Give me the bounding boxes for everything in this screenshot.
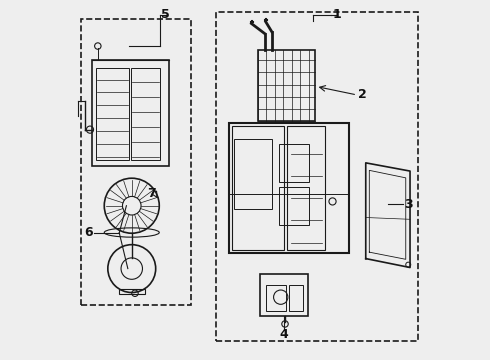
Bar bbox=[96, 68, 129, 160]
Text: 6: 6 bbox=[84, 226, 93, 239]
Text: 1: 1 bbox=[333, 8, 342, 21]
Bar bbox=[217, 12, 418, 341]
Bar bbox=[234, 139, 272, 208]
Bar bbox=[92, 60, 169, 166]
Bar bbox=[279, 187, 309, 225]
Bar bbox=[279, 144, 309, 182]
Bar bbox=[289, 285, 302, 311]
Bar bbox=[258, 50, 315, 121]
Bar bbox=[287, 126, 325, 249]
Bar bbox=[229, 123, 348, 253]
Bar bbox=[266, 285, 287, 311]
Bar bbox=[81, 19, 192, 305]
Text: 5: 5 bbox=[161, 8, 170, 21]
Bar bbox=[260, 274, 308, 316]
Bar bbox=[119, 289, 145, 294]
Text: 4: 4 bbox=[280, 328, 289, 341]
Bar bbox=[131, 68, 160, 160]
Bar bbox=[232, 126, 284, 249]
Text: 7: 7 bbox=[147, 187, 156, 200]
Text: 3: 3 bbox=[404, 198, 413, 211]
Text: 2: 2 bbox=[358, 89, 367, 102]
